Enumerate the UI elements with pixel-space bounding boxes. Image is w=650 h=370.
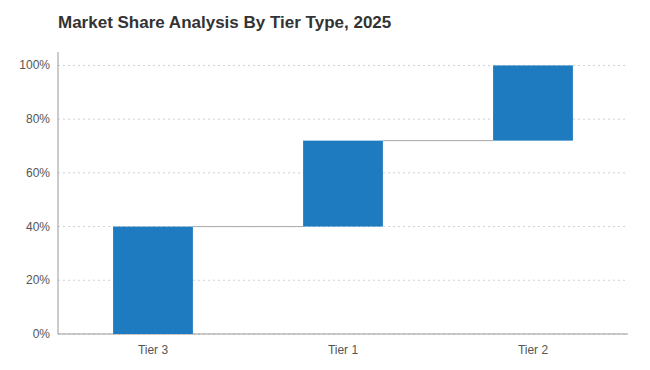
x-tick-label: Tier 2 bbox=[518, 343, 549, 357]
y-tick-label: 100% bbox=[19, 58, 50, 72]
bar bbox=[303, 141, 383, 227]
y-tick-label: 40% bbox=[26, 220, 50, 234]
connector bbox=[193, 226, 303, 227]
chart-title: Market Share Analysis By Tier Type, 2025 bbox=[58, 13, 391, 32]
y-tick-label: 60% bbox=[26, 166, 50, 180]
y-tick-label: 0% bbox=[33, 327, 51, 341]
marks bbox=[113, 65, 573, 334]
chart-container: Market Share Analysis By Tier Type, 2025… bbox=[0, 0, 650, 370]
bar bbox=[493, 65, 573, 140]
connector bbox=[383, 140, 493, 141]
y-tick-label: 20% bbox=[26, 273, 50, 287]
grid bbox=[58, 65, 628, 334]
y-tick-label: 80% bbox=[26, 112, 50, 126]
y-axis-line bbox=[58, 52, 59, 334]
x-tick-label: Tier 3 bbox=[138, 343, 169, 357]
bar bbox=[113, 227, 193, 334]
x-tick-label: Tier 1 bbox=[328, 343, 359, 357]
chart-svg: Market Share Analysis By Tier Type, 2025… bbox=[0, 0, 650, 370]
